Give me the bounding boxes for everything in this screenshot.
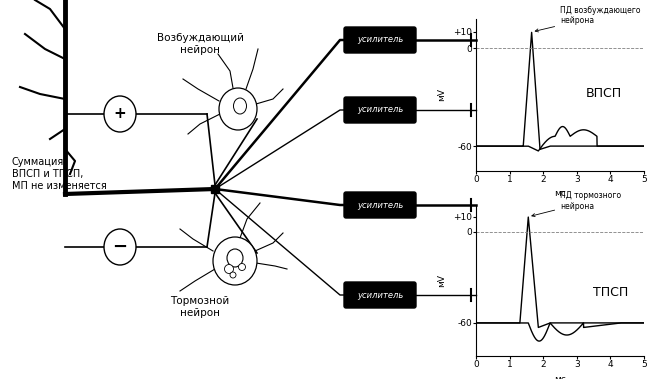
Text: усилитель: усилитель bbox=[357, 105, 403, 114]
Text: ТПСП: ТПСП bbox=[593, 286, 628, 299]
Ellipse shape bbox=[227, 249, 243, 267]
Text: Суммация
ВПСП и ТПСП,
МП не изменяется: Суммация ВПСП и ТПСП, МП не изменяется bbox=[12, 157, 106, 191]
Ellipse shape bbox=[104, 96, 136, 132]
Text: усилитель: усилитель bbox=[357, 36, 403, 44]
Text: ПД возбуждающего
нейрона: ПД возбуждающего нейрона bbox=[535, 6, 641, 32]
Ellipse shape bbox=[219, 88, 257, 130]
Ellipse shape bbox=[225, 265, 233, 274]
X-axis label: мс: мс bbox=[554, 375, 566, 379]
Y-axis label: мV: мV bbox=[437, 274, 446, 287]
Y-axis label: мV: мV bbox=[437, 88, 446, 101]
Text: усилитель: усилитель bbox=[357, 290, 403, 299]
FancyBboxPatch shape bbox=[344, 97, 416, 123]
Ellipse shape bbox=[230, 272, 236, 278]
FancyBboxPatch shape bbox=[344, 282, 416, 308]
Text: усилитель: усилитель bbox=[357, 200, 403, 210]
Bar bbox=[211, 185, 219, 193]
FancyBboxPatch shape bbox=[344, 192, 416, 218]
Ellipse shape bbox=[213, 237, 257, 285]
Ellipse shape bbox=[238, 263, 246, 271]
FancyBboxPatch shape bbox=[344, 27, 416, 53]
Text: Возбуждающий
нейрон: Возбуждающий нейрон bbox=[156, 33, 244, 55]
Text: +: + bbox=[114, 106, 126, 122]
Text: −: − bbox=[112, 238, 127, 256]
Ellipse shape bbox=[104, 229, 136, 265]
Text: ВПСП: ВПСП bbox=[585, 87, 622, 100]
X-axis label: мс: мс bbox=[554, 189, 566, 198]
Ellipse shape bbox=[233, 98, 246, 114]
Text: Тормозной
нейрон: Тормозной нейрон bbox=[170, 296, 230, 318]
Text: ПД тормозного
нейрона: ПД тормозного нейрона bbox=[532, 191, 622, 217]
